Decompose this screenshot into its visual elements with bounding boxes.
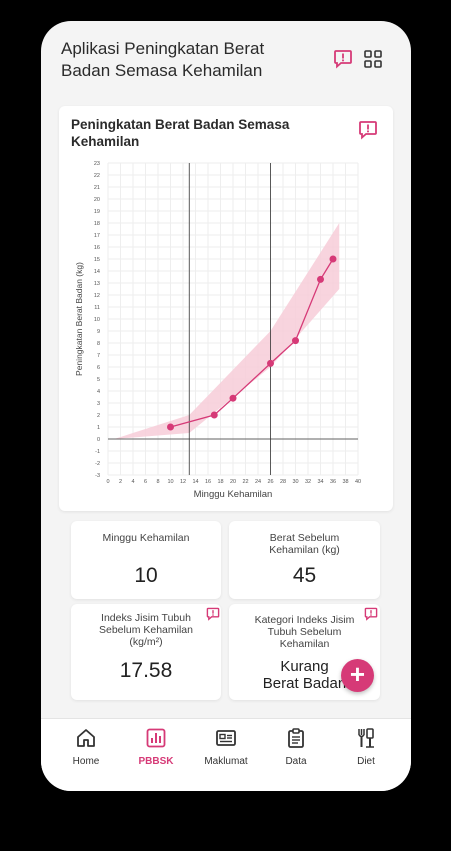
x-tick-label: 6 [144, 479, 147, 485]
x-tick-label: 40 [355, 479, 361, 485]
report-icon[interactable] [358, 120, 378, 140]
y-tick-label: 4 [97, 389, 100, 395]
x-tick-label: 30 [292, 479, 298, 485]
y-tick-label: 12 [94, 293, 100, 299]
nav-pbbsk[interactable]: PBBSK [126, 727, 186, 767]
y-tick-label: 10 [94, 317, 100, 323]
x-tick-label: 12 [180, 479, 186, 485]
y-tick-label: 23 [94, 161, 100, 167]
nav-label: PBBSK [138, 756, 174, 767]
x-tick-label: 24 [255, 479, 261, 485]
nav-label: Maklumat [204, 756, 248, 767]
bmi-value: 17.58 [119, 659, 173, 682]
bar-chart-icon [146, 728, 166, 748]
y-tick-label: -3 [95, 473, 100, 479]
x-tick-label: 34 [317, 479, 323, 485]
x-tick-label: 26 [267, 479, 273, 485]
x-tick-label: 32 [305, 479, 311, 485]
y-tick-label: 16 [94, 245, 100, 251]
utensils-icon [358, 728, 374, 748]
weight-data-point [317, 275, 324, 283]
chart-title: Peningkatan Berat Badan Semasa Kehamilan [71, 117, 290, 149]
grid-icon[interactable] [363, 49, 383, 69]
prepreg-weight-value: 45 [292, 564, 317, 587]
info-card-icon [216, 730, 236, 746]
weight-data-point [267, 359, 274, 367]
x-tick-label: 2 [119, 479, 122, 485]
weight-data-point [329, 255, 337, 263]
week-title: Minggu Kehamilan [102, 532, 190, 544]
bmi-category-title: Kategori Indeks Jisim Tubuh Sebelum Keha… [254, 614, 355, 650]
bmi-category-card: Kategori Indeks Jisim Tubuh Sebelum Keha… [229, 604, 380, 700]
x-tick-label: 36 [330, 479, 336, 485]
add-button[interactable]: + [341, 659, 374, 692]
x-tick-label: 38 [342, 479, 348, 485]
report-icon[interactable] [364, 607, 378, 621]
x-tick-label: 18 [217, 479, 223, 485]
recommended-range-band [114, 223, 340, 439]
week-value: 10 [134, 564, 158, 587]
y-tick-label: 1 [97, 425, 100, 431]
y-tick-label: 15 [94, 257, 100, 263]
x-tick-label: 16 [205, 479, 211, 485]
y-tick-label: 21 [94, 185, 100, 191]
prepreg-weight-title: Berat Sebelum Kehamilan (kg) [269, 532, 340, 556]
weight-data-point [292, 337, 299, 345]
report-icon[interactable] [206, 607, 220, 621]
app-title: Aplikasi Peningkatan Berat Badan Semasa … [61, 39, 265, 80]
weight-data-point [167, 423, 174, 431]
y-tick-label: 3 [97, 401, 100, 407]
y-tick-label: 18 [94, 221, 100, 227]
y-tick-label: -1 [95, 449, 100, 455]
y-tick-label: 6 [97, 365, 100, 371]
nav-maklumat[interactable]: Maklumat [196, 727, 256, 767]
nav-label: Home [72, 756, 100, 767]
bmi-card: Indeks Jisim Tubuh Sebelum Kehamilan (kg… [71, 604, 221, 700]
prepreg-weight-card: Berat Sebelum Kehamilan (kg) 45 [229, 521, 380, 599]
x-tick-label: 20 [230, 479, 236, 485]
x-tick-label: 8 [156, 479, 159, 485]
y-tick-label: 22 [94, 173, 100, 179]
app-header: Aplikasi Peningkatan Berat Badan Semasa … [41, 21, 411, 99]
nav-label: Data [285, 756, 307, 767]
x-tick-label: 22 [242, 479, 248, 485]
y-tick-label: 8 [97, 341, 100, 347]
report-icon[interactable] [333, 49, 353, 69]
bmi-title: Indeks Jisim Tubuh Sebelum Kehamilan (kg… [99, 612, 193, 648]
week-card: Minggu Kehamilan 10 [71, 521, 221, 599]
x-tick-label: 4 [131, 479, 134, 485]
y-tick-label: 11 [94, 305, 100, 311]
x-tick-label: 28 [280, 479, 286, 485]
weight-gain-chart: -3-2-10123456789101112131415161718192021… [74, 161, 361, 500]
y-tick-label: 19 [94, 209, 100, 215]
phone-screen: Aplikasi Peningkatan Berat Badan Semasa … [41, 21, 411, 791]
bmi-category-value: Kurang Berat Badan [262, 658, 347, 692]
y-tick-label: 20 [94, 197, 100, 203]
nav-diet[interactable]: Diet [336, 727, 396, 767]
bottom-nav: Home PBBSK Maklumat [41, 718, 411, 791]
y-tick-label: -2 [95, 461, 100, 467]
y-tick-label: 17 [94, 233, 100, 239]
y-tick-label: 13 [94, 281, 100, 287]
nav-label: Diet [357, 756, 375, 767]
home-icon [77, 729, 95, 747]
y-axis-label: Peningkatan Berat Badan (kg) [74, 262, 84, 376]
y-tick-label: 2 [97, 413, 100, 419]
y-tick-label: 9 [97, 329, 100, 335]
y-tick-label: 0 [97, 437, 100, 443]
weight-data-point [229, 394, 237, 402]
weight-data-point [210, 411, 218, 419]
x-tick-label: 0 [106, 479, 109, 485]
x-tick-label: 10 [167, 479, 173, 485]
x-axis-label: Minggu Kehamilan [194, 489, 273, 500]
y-tick-label: 14 [94, 269, 100, 275]
y-tick-label: 7 [97, 353, 100, 359]
x-tick-label: 14 [192, 479, 198, 485]
y-tick-label: 5 [97, 377, 100, 383]
clipboard-icon [288, 728, 304, 748]
chart-card: Peningkatan Berat Badan Semasa Kehamilan… [59, 106, 393, 511]
nav-home[interactable]: Home [56, 727, 116, 767]
nav-data[interactable]: Data [266, 727, 326, 767]
